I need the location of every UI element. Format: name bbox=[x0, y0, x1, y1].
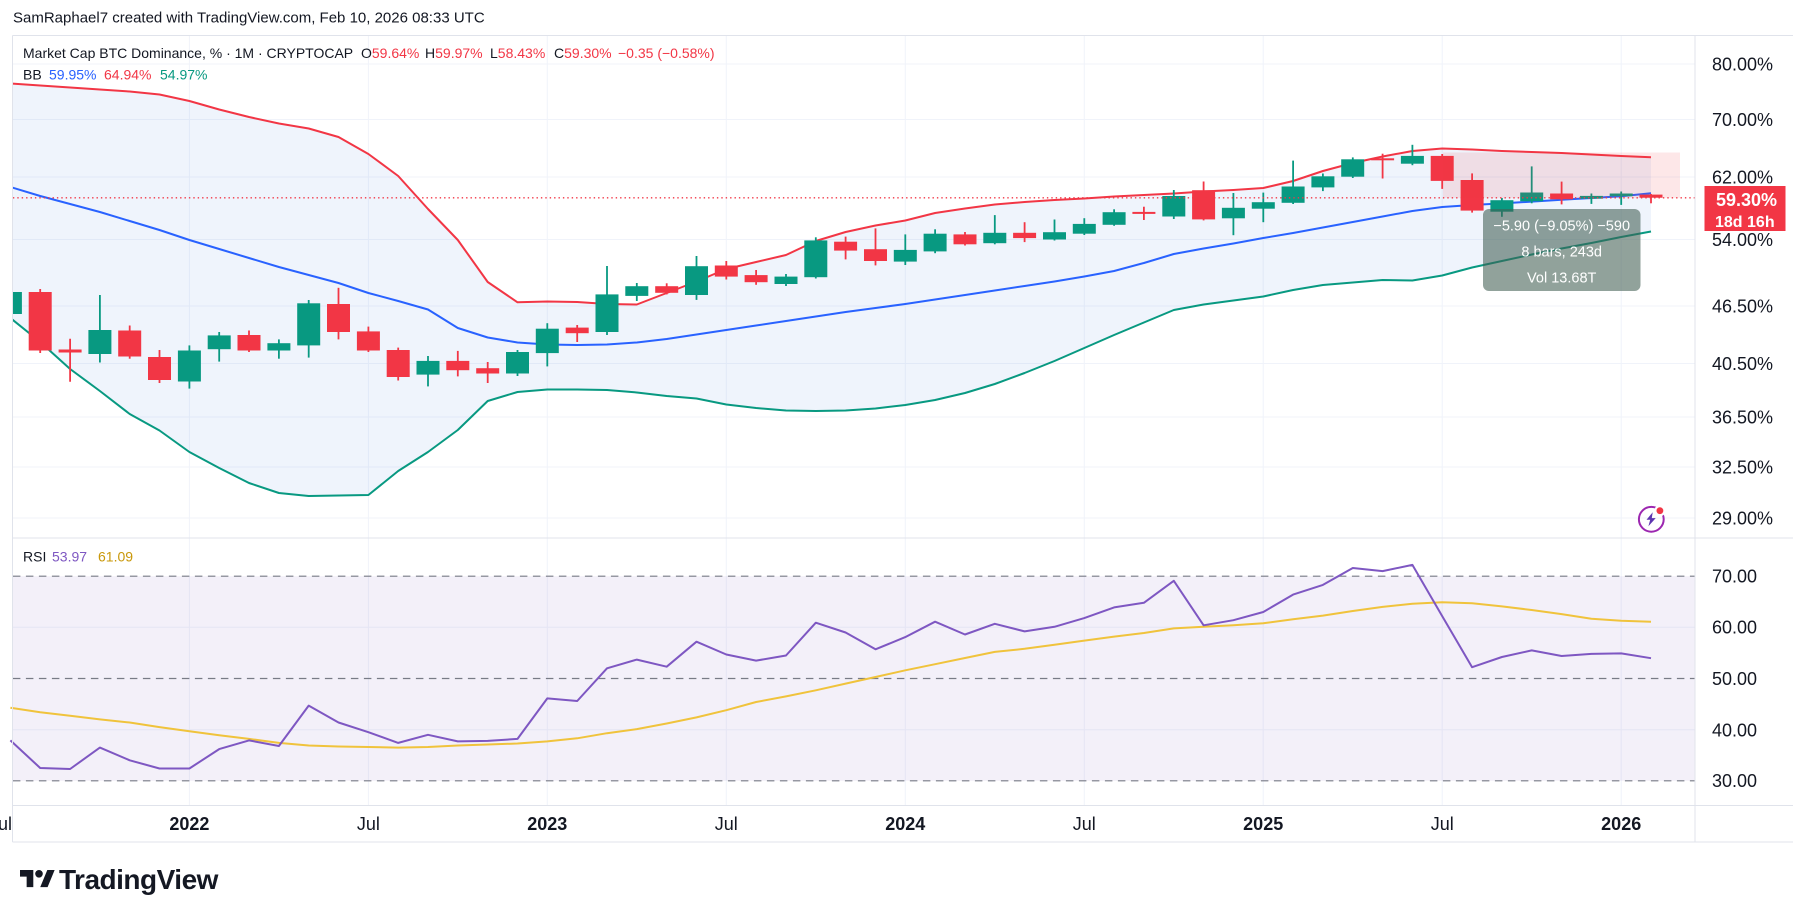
svg-text:2025: 2025 bbox=[1243, 814, 1283, 834]
svg-text:L58.43%: L58.43% bbox=[490, 45, 545, 61]
svg-text:Jul: Jul bbox=[1431, 814, 1454, 834]
svg-text:BB: BB bbox=[23, 67, 42, 83]
svg-text:70.00%: 70.00% bbox=[1712, 110, 1773, 130]
svg-text:Jul: Jul bbox=[1073, 814, 1096, 834]
svg-text:8 bars, 243d: 8 bars, 243d bbox=[1521, 245, 1602, 261]
svg-text:H59.97%: H59.97% bbox=[425, 45, 483, 61]
svg-text:2024: 2024 bbox=[885, 814, 925, 834]
svg-text:60.00: 60.00 bbox=[1712, 618, 1757, 638]
svg-text:46.50%: 46.50% bbox=[1712, 297, 1773, 317]
svg-text:59.30%: 59.30% bbox=[1716, 190, 1777, 210]
svg-text:30.00: 30.00 bbox=[1712, 771, 1757, 791]
svg-text:61.09: 61.09 bbox=[98, 549, 133, 565]
svg-text:80.00%: 80.00% bbox=[1712, 55, 1773, 75]
svg-text:C59.30%: C59.30% bbox=[554, 45, 612, 61]
svg-text:RSI: RSI bbox=[23, 549, 46, 565]
svg-text:−5.90 (−9.05%) −590: −5.90 (−9.05%) −590 bbox=[1493, 219, 1630, 235]
svg-text:Vol 13.68T: Vol 13.68T bbox=[1527, 271, 1596, 287]
svg-text:62.00%: 62.00% bbox=[1712, 168, 1773, 188]
svg-text:40.50%: 40.50% bbox=[1712, 354, 1773, 374]
svg-text:59.95%: 59.95% bbox=[49, 67, 96, 83]
svg-text:29.00%: 29.00% bbox=[1712, 509, 1773, 529]
svg-text:ul: ul bbox=[0, 814, 12, 834]
svg-text:2023: 2023 bbox=[527, 814, 567, 834]
svg-text:O59.64%: O59.64% bbox=[361, 45, 419, 61]
svg-text:2026: 2026 bbox=[1601, 814, 1641, 834]
svg-text:54.00%: 54.00% bbox=[1712, 230, 1773, 250]
svg-text:18d 16h: 18d 16h bbox=[1715, 214, 1775, 231]
svg-text:40.00: 40.00 bbox=[1712, 720, 1757, 740]
svg-text:2022: 2022 bbox=[169, 814, 209, 834]
svg-text:32.50%: 32.50% bbox=[1712, 458, 1773, 478]
svg-text:64.94%: 64.94% bbox=[104, 67, 151, 83]
svg-text:70.00: 70.00 bbox=[1712, 567, 1757, 587]
svg-text:TradingView: TradingView bbox=[59, 864, 219, 895]
svg-text:Market Cap BTC Dominance, % ·: Market Cap BTC Dominance, % · 1M · CRYPT… bbox=[23, 45, 353, 61]
svg-text:53.97: 53.97 bbox=[52, 549, 87, 565]
svg-text:SamRaphael7 created with Tradi: SamRaphael7 created with TradingView.com… bbox=[13, 10, 485, 27]
svg-text:50.00: 50.00 bbox=[1712, 669, 1757, 689]
svg-text:36.50%: 36.50% bbox=[1712, 408, 1773, 428]
svg-text:Jul: Jul bbox=[715, 814, 738, 834]
svg-text:Jul: Jul bbox=[357, 814, 380, 834]
svg-text:54.97%: 54.97% bbox=[160, 67, 207, 83]
svg-text:−0.35 (−0.58%): −0.35 (−0.58%) bbox=[618, 45, 715, 61]
